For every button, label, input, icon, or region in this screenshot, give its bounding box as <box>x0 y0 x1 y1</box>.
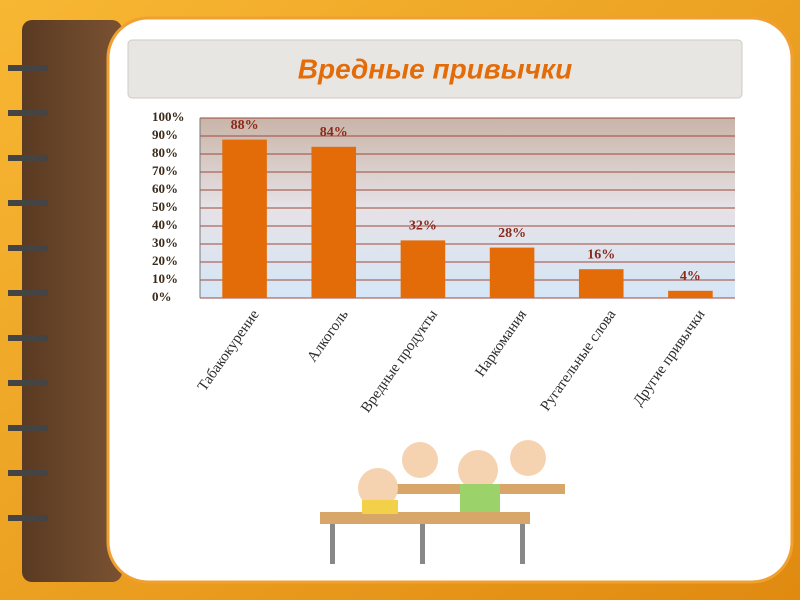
value-label: 88% <box>231 118 259 133</box>
bar <box>400 240 446 298</box>
y-tick-label: 90% <box>152 127 178 142</box>
value-label: 84% <box>320 125 348 140</box>
y-tick-label: 10% <box>152 271 178 286</box>
value-label: 16% <box>587 247 615 262</box>
y-tick-label: 20% <box>152 253 178 268</box>
y-tick-label: 30% <box>152 235 178 250</box>
y-tick-label: 100% <box>152 109 185 124</box>
y-tick-label: 50% <box>152 199 178 214</box>
illustration <box>320 440 565 564</box>
bar <box>668 290 713 298</box>
y-tick-label: 70% <box>152 163 178 178</box>
rings <box>8 65 48 521</box>
bar <box>222 139 267 298</box>
title-box <box>127 39 743 99</box>
bar <box>578 269 624 298</box>
value-label: 32% <box>409 219 437 234</box>
bar <box>489 247 535 298</box>
y-tick-label: 0% <box>152 289 172 304</box>
y-tick-label: 80% <box>152 145 178 160</box>
value-label: 4% <box>680 269 701 284</box>
value-label: 28% <box>498 226 526 241</box>
page <box>106 16 794 584</box>
chart-title: Вредные привычки <box>298 53 572 84</box>
bar <box>311 146 357 298</box>
y-tick-label: 60% <box>152 181 178 196</box>
y-tick-label: 40% <box>152 217 178 232</box>
